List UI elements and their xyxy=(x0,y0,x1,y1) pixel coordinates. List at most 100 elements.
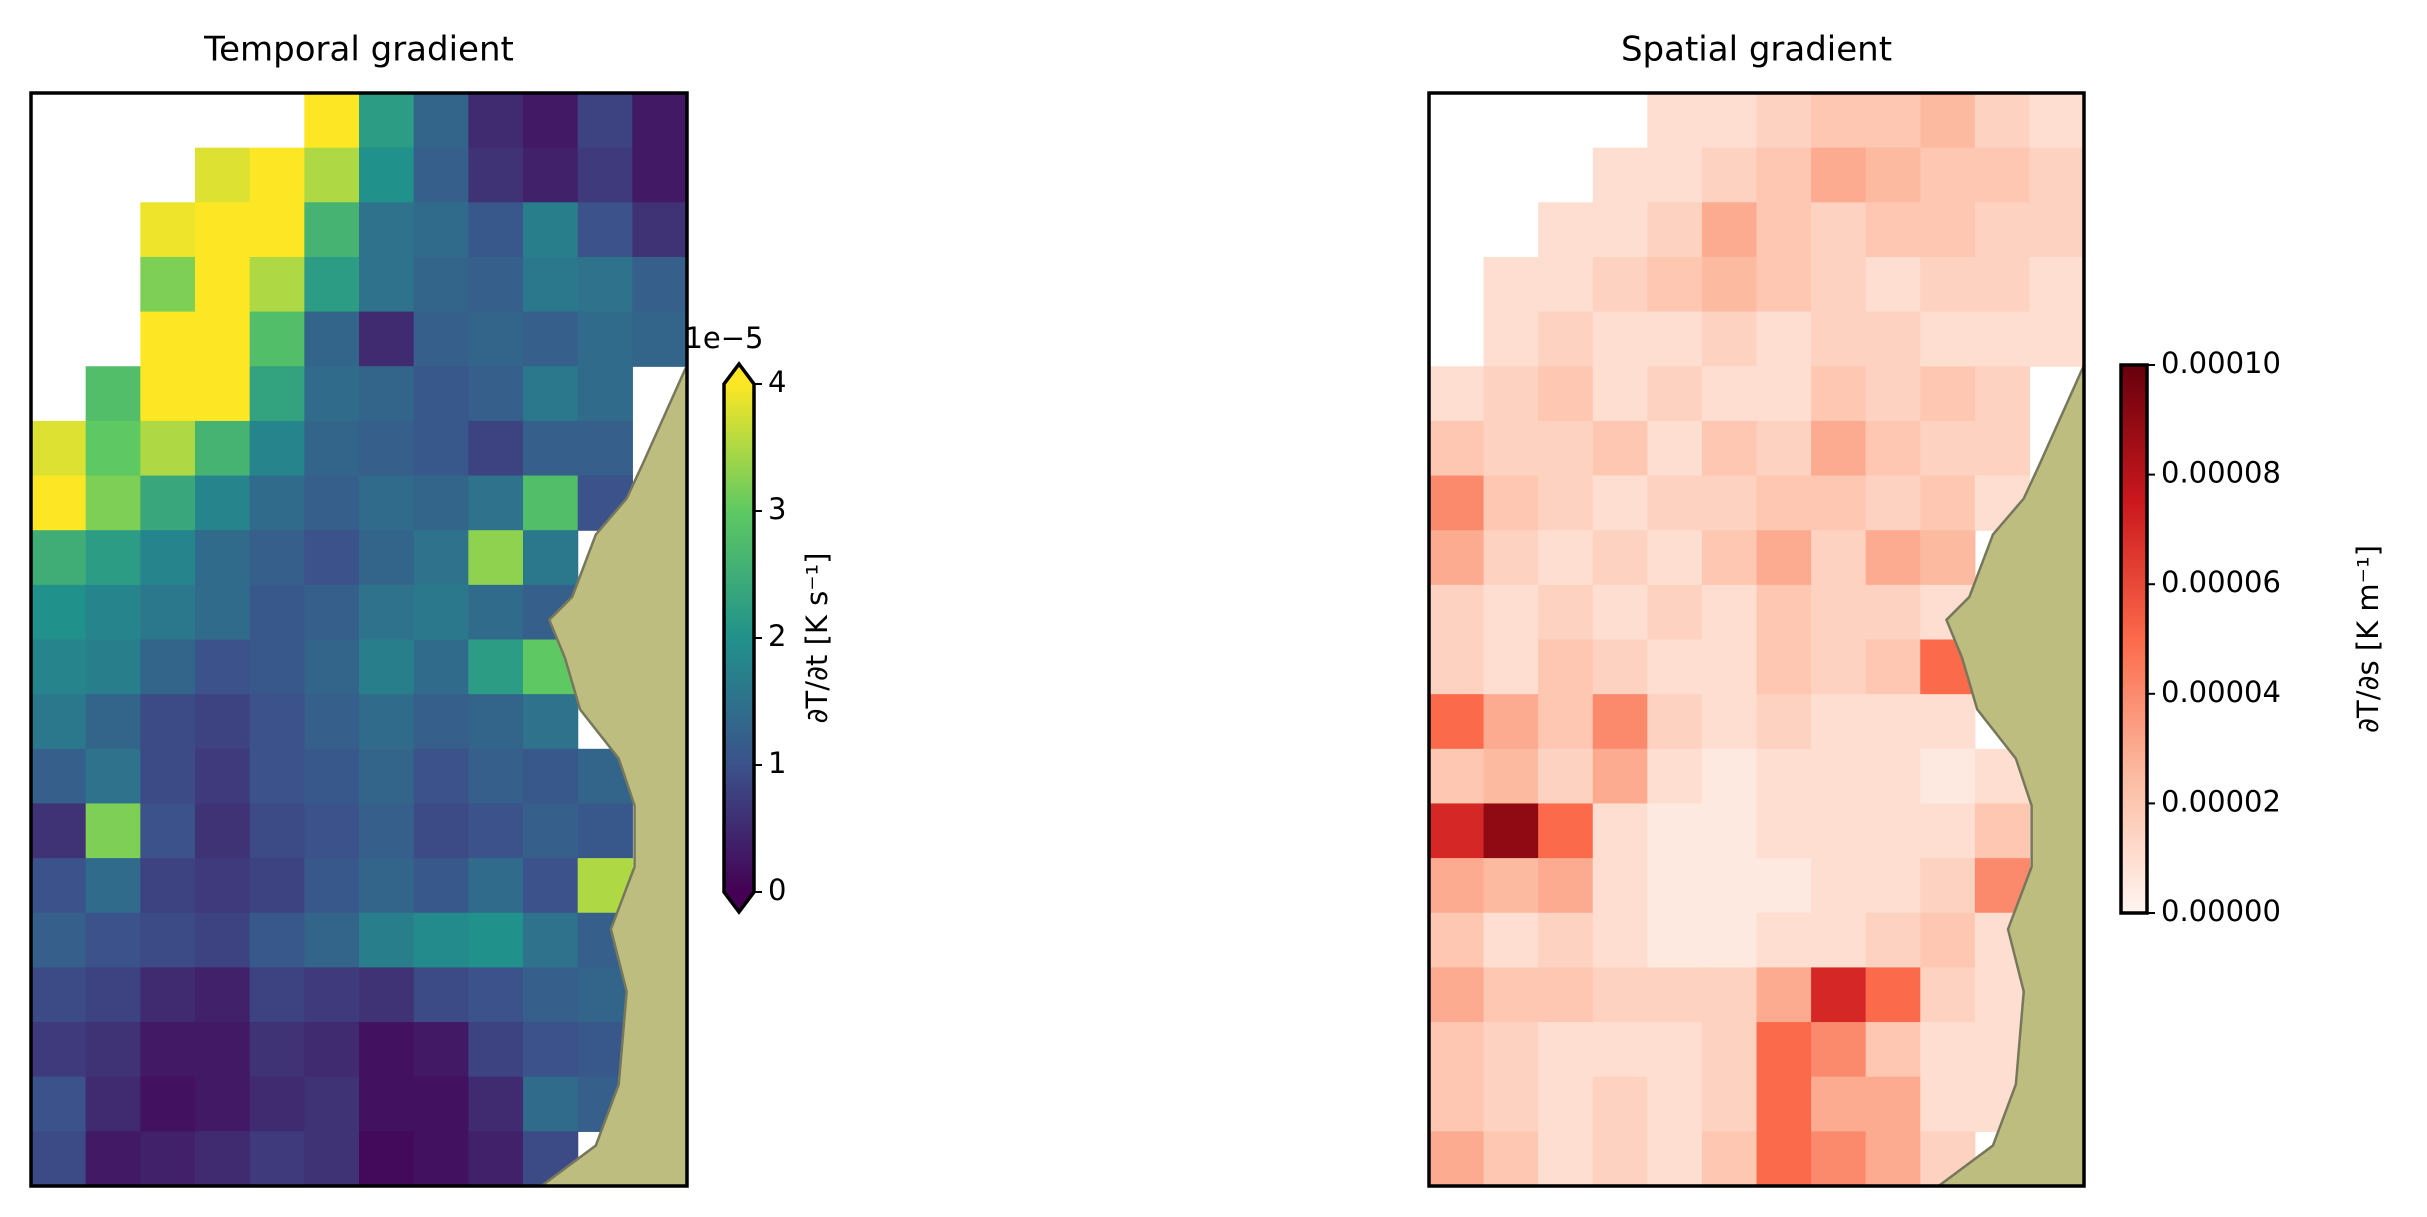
heatmap-cell xyxy=(249,366,305,422)
heatmap-cell xyxy=(85,584,141,641)
heatmap-cell xyxy=(1483,912,1539,968)
heatmap-cell xyxy=(1865,256,1921,313)
heatmap-cell xyxy=(1429,584,1485,641)
heatmap-cell xyxy=(523,256,579,313)
heatmap-cell xyxy=(1647,639,1703,695)
heatmap-cell xyxy=(1865,694,1921,750)
heatmap-cell xyxy=(632,202,688,258)
heatmap-cell xyxy=(304,475,360,531)
heatmap-cell xyxy=(1483,1022,1539,1078)
colorbar-offset: 1e−5 xyxy=(684,321,763,355)
heatmap-cell xyxy=(1920,311,1976,367)
heatmap-cell xyxy=(304,1131,360,1187)
heatmap-cell xyxy=(195,639,251,695)
heatmap-cell xyxy=(1592,1076,1648,1132)
heatmap-cell xyxy=(359,912,415,968)
heatmap-cell xyxy=(359,256,415,313)
heatmap-cell xyxy=(304,639,360,695)
heatmap-cell xyxy=(1592,748,1648,805)
heatmap-cell xyxy=(1756,748,1812,805)
colorbar-tick-label: 0.00008 xyxy=(2161,456,2281,490)
heatmap-cell xyxy=(140,858,196,914)
heatmap-cell xyxy=(1920,912,1976,968)
heatmap-cell xyxy=(1592,530,1648,586)
heatmap-cell xyxy=(468,147,524,203)
heatmap-cell xyxy=(468,912,524,968)
heatmap-cell xyxy=(304,1076,360,1132)
heatmap-cell xyxy=(1756,147,1812,203)
heatmap-cell xyxy=(413,311,469,367)
heatmap-cell xyxy=(1429,912,1485,968)
heatmap-cell xyxy=(1592,858,1648,914)
heatmap-cell xyxy=(85,420,141,477)
heatmap-cell xyxy=(359,420,415,477)
axes-frame xyxy=(1427,91,2086,1188)
heatmap-cell xyxy=(1647,420,1703,477)
heatmap-cell xyxy=(304,858,360,914)
heatmap-cell xyxy=(1920,694,1976,750)
heatmap-cell xyxy=(523,1076,579,1132)
heatmap-cell xyxy=(1647,912,1703,968)
heatmap-cell xyxy=(304,584,360,641)
heatmap-cell xyxy=(85,967,141,1023)
heatmap-cell xyxy=(249,1076,305,1132)
heatmap-cell xyxy=(577,202,633,258)
heatmap-cell xyxy=(468,311,524,367)
heatmap-cell xyxy=(85,475,141,531)
heatmap-cell xyxy=(195,202,251,258)
heatmap-cell xyxy=(1701,584,1758,641)
heatmap-cell xyxy=(1429,694,1485,750)
heatmap-cell xyxy=(1701,93,1758,149)
heatmap-cell xyxy=(523,1022,579,1078)
heatmap-cell xyxy=(1811,1131,1867,1187)
heatmap-cell xyxy=(359,202,415,258)
heatmap-cell xyxy=(1701,256,1758,313)
heatmap-cell xyxy=(1647,147,1703,203)
heatmap-cell xyxy=(31,748,87,805)
heatmap-cell xyxy=(1756,93,1812,149)
heatmap-cell xyxy=(1811,639,1867,695)
heatmap-cell xyxy=(413,256,469,313)
heatmap-cell xyxy=(249,1022,305,1078)
heatmap-cell xyxy=(85,748,141,805)
heatmap-cell xyxy=(1538,1076,1594,1132)
heatmap-cell xyxy=(468,1076,524,1132)
heatmap-cell xyxy=(2029,311,2085,367)
heatmap-cell xyxy=(413,420,469,477)
heatmap-cell xyxy=(1701,147,1758,203)
heatmap-cell xyxy=(1811,93,1867,149)
heatmap-cell xyxy=(413,912,469,968)
heatmap-cell xyxy=(195,967,251,1023)
heatmap-cell xyxy=(140,694,196,750)
heatmap-cell xyxy=(140,1022,196,1078)
heatmap-cell xyxy=(1756,803,1812,859)
heatmap-cell xyxy=(523,475,579,531)
heatmap-cell xyxy=(140,748,196,805)
heatmap-cell xyxy=(523,93,579,149)
heatmap-cell xyxy=(1701,967,1758,1023)
heatmap-cell xyxy=(1429,967,1485,1023)
heatmap-cell xyxy=(523,748,579,805)
heatmap-cell xyxy=(1647,530,1703,586)
heatmap-cell xyxy=(1865,912,1921,968)
heatmap-cell xyxy=(359,639,415,695)
heatmap-cell xyxy=(1701,1131,1758,1187)
heatmap-cell xyxy=(523,912,579,968)
heatmap-cell xyxy=(304,147,360,203)
colorbar-tick-label: 0 xyxy=(768,873,786,907)
land xyxy=(1934,364,2086,1188)
heatmap-cell xyxy=(1701,694,1758,750)
heatmap-cell xyxy=(85,858,141,914)
heatmap-cell xyxy=(1811,858,1867,914)
heatmap-cell xyxy=(1865,475,1921,531)
heatmap-cell xyxy=(1592,967,1648,1023)
heatmap-cell xyxy=(1974,803,2031,859)
heatmap-cell xyxy=(1429,1076,1485,1132)
heatmap-cell xyxy=(1920,1076,1976,1132)
heatmap-cell xyxy=(249,639,305,695)
heatmap-cell xyxy=(1592,256,1648,313)
heatmap-cell xyxy=(523,694,579,750)
heatmap-cell xyxy=(1647,858,1703,914)
heatmap-cell xyxy=(195,1131,251,1187)
